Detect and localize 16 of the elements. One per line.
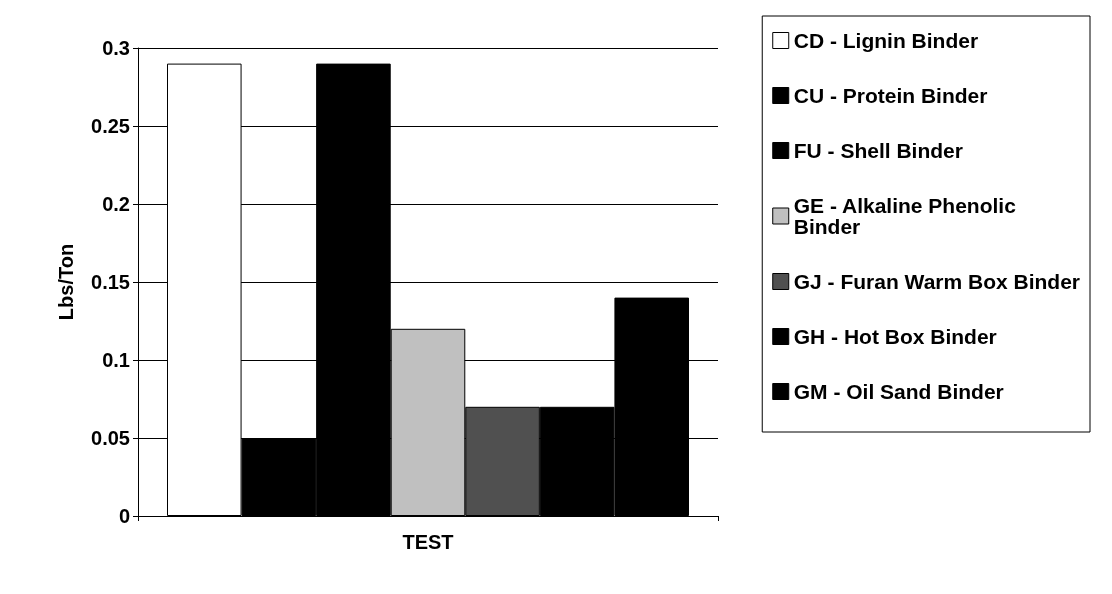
legend-label: FU - Shell Binder — [793, 139, 963, 162]
y-tick-label: 0.3 — [102, 37, 130, 59]
y-tick-label: 0.05 — [91, 427, 130, 449]
y-tick-label: 0.1 — [102, 349, 130, 371]
y-tick-label: 0.2 — [102, 193, 130, 215]
legend-label: GJ - Furan Warm Box Binder — [793, 270, 1081, 293]
y-axis-title: Lbs/Ton — [55, 243, 77, 321]
y-tick-label: 0.25 — [91, 115, 130, 137]
legend-label: GH - Hot Box Binder — [793, 325, 997, 348]
legend-label: CU - Protein Binder — [793, 84, 988, 107]
legend-label: GE - Alkaline Phenolic Binder — [793, 194, 1028, 238]
y-tick-label: 0.15 — [91, 271, 130, 293]
legend-label: CD - Lignin Binder — [793, 29, 979, 52]
y-tick-label: 0 — [118, 505, 130, 527]
legend-label: GM - Oil Sand Binder — [793, 380, 1004, 403]
x-tick-label: TEST — [402, 531, 454, 553]
